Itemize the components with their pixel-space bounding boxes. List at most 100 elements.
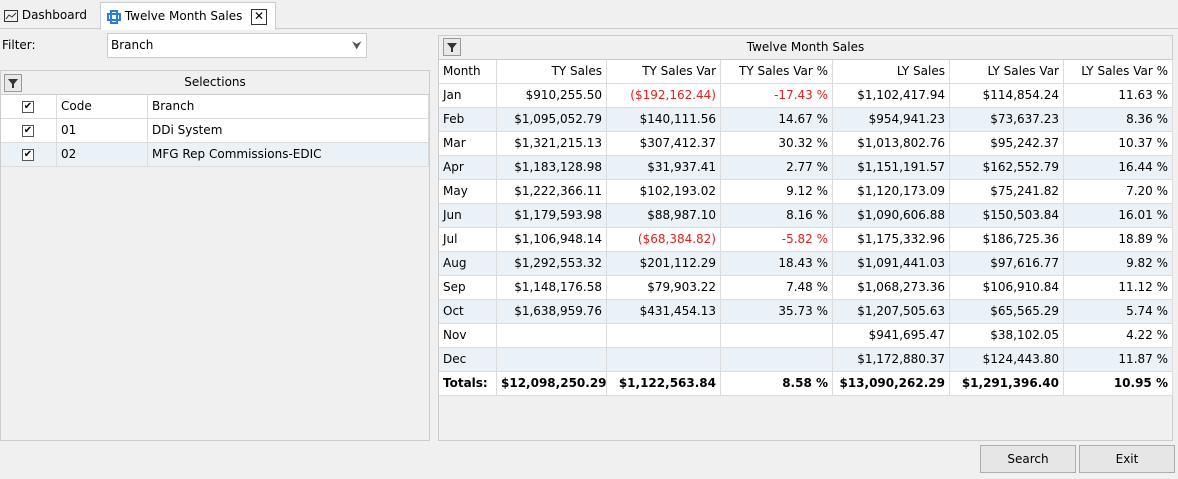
data-cell: $88,987.10 bbox=[607, 204, 721, 228]
data-cell: $140,111.56 bbox=[607, 108, 721, 132]
close-button[interactable]: ✕ bbox=[251, 9, 267, 25]
data-cell: $910,255.50 bbox=[497, 84, 607, 108]
data-cell: 8.16 % bbox=[721, 204, 833, 228]
data-cell: $1,151,191.57 bbox=[833, 156, 950, 180]
data-cell: $1,095,052.79 bbox=[497, 108, 607, 132]
data-cell: Sep bbox=[439, 276, 497, 300]
data-cell: $1,321,215.13 bbox=[497, 132, 607, 156]
data-cell: $150,503.84 bbox=[950, 204, 1064, 228]
data-cell: 9.12 % bbox=[721, 180, 833, 204]
total-cell: 10.95 % bbox=[1064, 372, 1173, 396]
dropdown-arrow: ⮟ bbox=[351, 38, 362, 52]
row-cell[interactable]: DDi System bbox=[148, 119, 429, 143]
tab-label: Twelve Month Sales bbox=[124, 9, 243, 23]
data-cell: 7.20 % bbox=[1064, 180, 1173, 204]
data-cell: $1,120,173.09 bbox=[833, 180, 950, 204]
tab-active[interactable]: Twelve Month Sales ✕ bbox=[100, 2, 276, 30]
data-cell: Jun bbox=[439, 204, 497, 228]
data-cell: $1,091,441.03 bbox=[833, 252, 950, 276]
data-cell: 16.44 % bbox=[1064, 156, 1173, 180]
data-cell: $1,068,273.36 bbox=[833, 276, 950, 300]
panel-title: Selections bbox=[184, 75, 246, 89]
data-cell: Mar bbox=[439, 132, 497, 156]
column-header: Code bbox=[57, 95, 148, 119]
data-cell: $1,222,366.11 bbox=[497, 180, 607, 204]
checkbox[interactable]: ✔ bbox=[22, 125, 34, 137]
row-cell[interactable]: 02 bbox=[57, 143, 148, 167]
data-cell: $65,565.29 bbox=[950, 300, 1064, 324]
tab[interactable]: Dashboard bbox=[4, 5, 99, 27]
data-cell: 11.12 % bbox=[1064, 276, 1173, 300]
data-cell: ($68,384.82) bbox=[607, 228, 721, 252]
filter-icon[interactable] bbox=[443, 38, 461, 56]
data-cell bbox=[497, 324, 607, 348]
data-cell: $1,013,802.76 bbox=[833, 132, 950, 156]
filter-dropdown[interactable]: Branch ⮟ bbox=[107, 33, 367, 58]
data-cell: $73,637.23 bbox=[950, 108, 1064, 132]
filter-icon[interactable] bbox=[4, 74, 22, 92]
data-cell: 7.48 % bbox=[721, 276, 833, 300]
checkbox[interactable]: ✔ bbox=[22, 101, 34, 113]
data-cell: 9.82 % bbox=[1064, 252, 1173, 276]
data-cell: 8.36 % bbox=[1064, 108, 1173, 132]
data-cell: $201,112.29 bbox=[607, 252, 721, 276]
grid-header: Twelve Month Sales bbox=[439, 36, 1172, 60]
data-cell: $38,102.05 bbox=[950, 324, 1064, 348]
data-cell: Dec bbox=[439, 348, 497, 372]
row-cell[interactable]: MFG Rep Commissions-EDIC bbox=[148, 143, 429, 167]
data-cell bbox=[721, 324, 833, 348]
data-cell: $431,454.13 bbox=[607, 300, 721, 324]
data-cell bbox=[721, 348, 833, 372]
data-cell: 2.77 % bbox=[721, 156, 833, 180]
filter-label: Filter: bbox=[2, 38, 36, 52]
data-cell bbox=[607, 348, 721, 372]
data-cell: $162,552.79 bbox=[950, 156, 1064, 180]
data-cell bbox=[607, 324, 721, 348]
data-cell: 18.89 % bbox=[1064, 228, 1173, 252]
data-cell: $1,106,948.14 bbox=[497, 228, 607, 252]
data-cell: $1,148,176.58 bbox=[497, 276, 607, 300]
dropdown-value: Branch bbox=[111, 38, 154, 52]
panel-header: Selections bbox=[1, 71, 429, 95]
row-cell bbox=[1, 119, 57, 143]
column-header: TY Sales bbox=[497, 60, 607, 84]
exit-button[interactable]: Exit bbox=[1079, 445, 1175, 473]
column-header: LY Sales bbox=[833, 60, 950, 84]
data-cell: $31,937.41 bbox=[607, 156, 721, 180]
column-header: TY Sales Var bbox=[607, 60, 721, 84]
data-cell: Apr bbox=[439, 156, 497, 180]
total-cell: $12,098,250.29 bbox=[497, 372, 607, 396]
total-cell: $1,122,563.84 bbox=[607, 372, 721, 396]
data-cell: 4.22 % bbox=[1064, 324, 1173, 348]
data-cell: $75,241.82 bbox=[950, 180, 1064, 204]
data-cell: 10.37 % bbox=[1064, 132, 1173, 156]
data-cell: Nov bbox=[439, 324, 497, 348]
total-cell: 8.58 % bbox=[721, 372, 833, 396]
data-cell: ($192,162.44) bbox=[607, 84, 721, 108]
data-cell: $941,695.47 bbox=[833, 324, 950, 348]
data-cell: Oct bbox=[439, 300, 497, 324]
data-cell: Jan bbox=[439, 84, 497, 108]
data-cell: $1,183,128.98 bbox=[497, 156, 607, 180]
column-header: Month bbox=[439, 60, 497, 84]
data-cell: 5.74 % bbox=[1064, 300, 1173, 324]
data-cell: $1,179,593.98 bbox=[497, 204, 607, 228]
column-header: Branch bbox=[148, 95, 429, 119]
data-cell: 30.32 % bbox=[721, 132, 833, 156]
data-cell: 14.67 % bbox=[721, 108, 833, 132]
data-cell: $95,242.37 bbox=[950, 132, 1064, 156]
column-header: LY Sales Var % bbox=[1064, 60, 1173, 84]
data-cell: $1,172,880.37 bbox=[833, 348, 950, 372]
row-cell[interactable]: 01 bbox=[57, 119, 148, 143]
data-cell: 11.63 % bbox=[1064, 84, 1173, 108]
data-cell: Aug bbox=[439, 252, 497, 276]
data-cell: 18.43 % bbox=[721, 252, 833, 276]
data-cell: $1,175,332.96 bbox=[833, 228, 950, 252]
row-cell bbox=[1, 143, 57, 167]
total-cell: $1,291,396.40 bbox=[950, 372, 1064, 396]
checkbox[interactable]: ✔ bbox=[22, 149, 34, 161]
data-cell: -5.82 % bbox=[721, 228, 833, 252]
data-cell: $307,412.37 bbox=[607, 132, 721, 156]
search-button[interactable]: Search bbox=[980, 445, 1076, 473]
